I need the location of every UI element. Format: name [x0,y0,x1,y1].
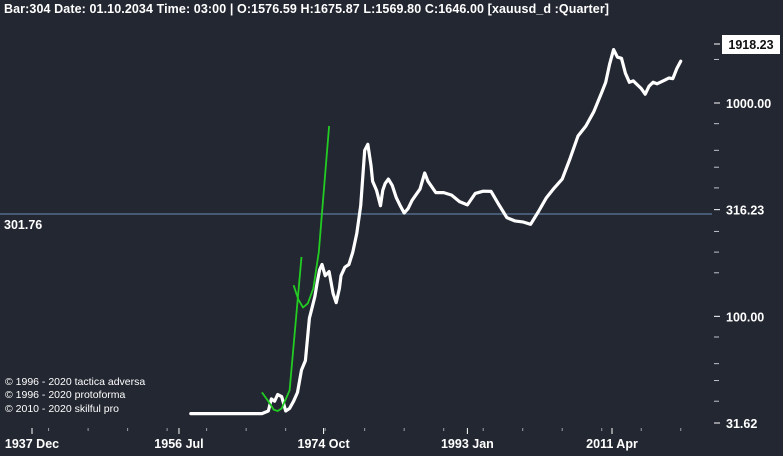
last-price-box [722,35,780,54]
fit-curve-2 [292,125,330,309]
credit-tactica-adversa: © 1996 - 2020 tactica adversa [5,376,146,388]
chart-header: Bar:304 Date: 01.10.2034 Time: 03:00 | O… [4,2,610,16]
y-tick-label: 316.23 [726,204,764,218]
credit-protoforma: © 1996 - 2020 protoforma [5,389,126,402]
x-tick-label: 1956 Jul [154,437,203,451]
x-tick-label: 1937 Dec [5,437,59,451]
reference-line-label: 301.76 [4,218,42,232]
credit-skilful-pro: © 2010 - 2020 skilful pro [5,402,119,415]
x-tick-label: 1993 Jan [441,437,494,451]
y-tick-label: 1918.23 [728,38,773,52]
y-tick-label: 1000.00 [726,97,771,111]
x-tick-label: 1974 Oct [298,437,351,451]
fit-curve-1 [261,256,303,412]
y-tick-label: 31.62 [726,417,757,431]
price-line-layer: 301.76 [0,48,712,416]
credits: © 1996 - 2020 tactica adversa © 1996 - 2… [5,376,145,416]
x-tick-label: 2011 Apr [586,437,638,451]
x-axis: 1937 Dec 1956 Jul 1974 Oct 1993 Jan 2011 Apr [5,428,682,451]
y-axis: 1918.23 1000.00 316.23 100.00 31.62 [714,35,780,431]
price-series-line [189,48,683,416]
y-tick-label: 100.00 [726,310,764,324]
